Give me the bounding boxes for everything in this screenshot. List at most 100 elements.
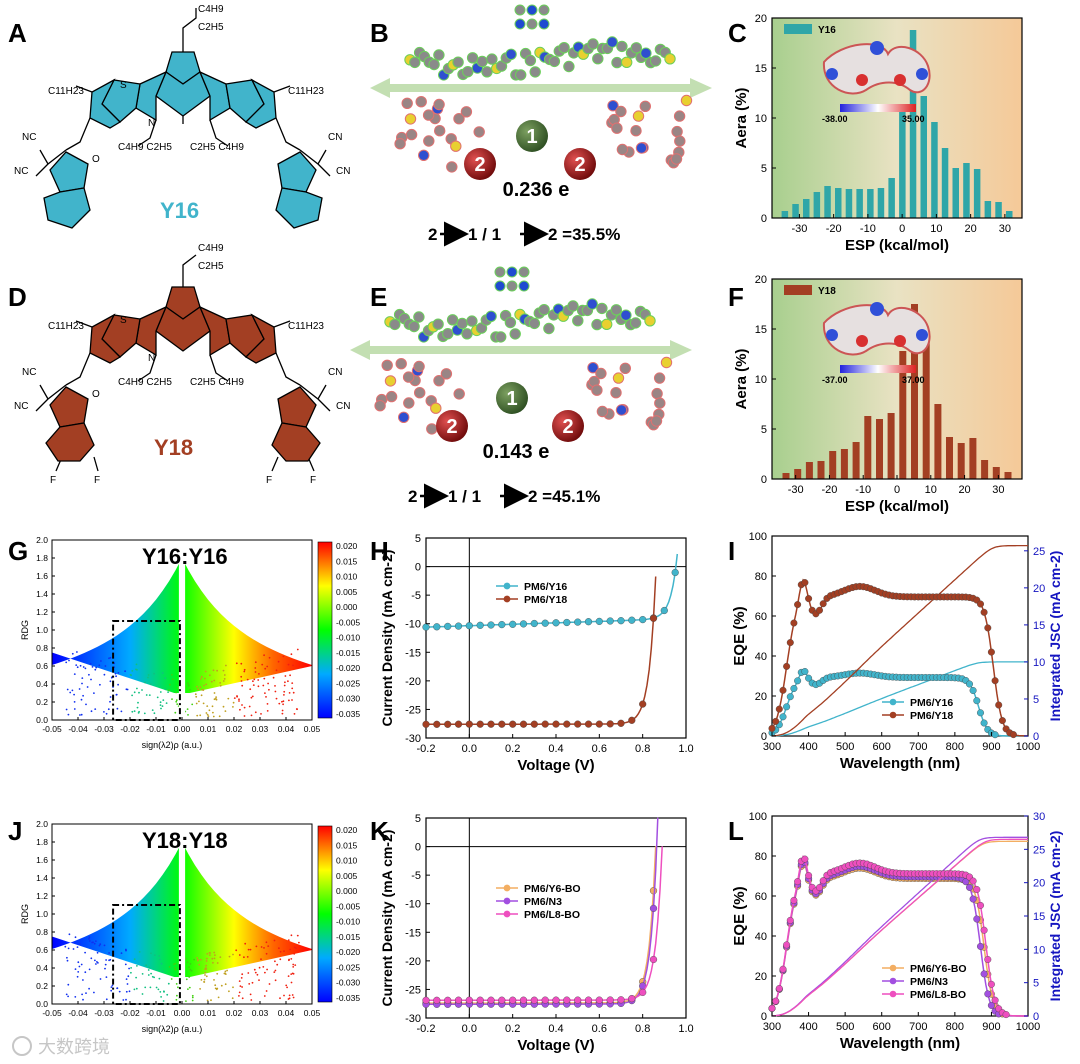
rdg-point — [285, 984, 288, 987]
atom — [664, 53, 676, 65]
jv-marker — [541, 720, 549, 728]
rdg-point — [68, 933, 71, 936]
atom — [422, 109, 435, 121]
atom — [515, 69, 527, 81]
rdg-point — [207, 715, 210, 717]
histogram-bar — [920, 96, 927, 218]
y18-cn-4: CN — [336, 401, 350, 412]
rdg-point — [287, 663, 290, 666]
atom — [456, 317, 468, 330]
rdg-point — [197, 688, 200, 691]
jv-marker — [454, 996, 463, 1004]
rdg-point — [147, 674, 150, 676]
rdg-point — [204, 677, 206, 680]
fragment-marker-right — [564, 148, 596, 180]
panel-letter-a: A — [8, 18, 27, 48]
panel-letter-f: F — [728, 282, 744, 312]
jv-marker — [465, 622, 473, 630]
rdg-point — [73, 701, 76, 703]
rdg-point — [175, 699, 178, 702]
atom — [654, 397, 666, 409]
rdg-point — [198, 963, 201, 966]
colorbar-tick-label: 0.005 — [336, 871, 358, 881]
eqe-marker — [775, 985, 783, 993]
rdg-point — [177, 986, 179, 989]
integrated-jsc-line — [771, 836, 1028, 1017]
rdg-point — [164, 688, 167, 691]
atom — [670, 153, 683, 165]
atom — [433, 98, 445, 111]
histogram-bar — [969, 438, 977, 479]
rdg-point — [213, 951, 216, 954]
x-tick-label: 0 — [899, 223, 905, 235]
rdg-point — [69, 691, 72, 694]
rdg-point — [265, 941, 268, 944]
rdg-point — [164, 677, 167, 679]
jv-marker — [649, 904, 658, 913]
rdg-point — [279, 950, 282, 953]
rdg-point — [206, 705, 209, 707]
rdg-point — [188, 986, 191, 989]
eqe-marker — [779, 686, 787, 694]
rdg-point — [73, 693, 75, 696]
rdg-zero-gap — [178, 824, 186, 1004]
x-tick-label: -30 — [791, 223, 807, 235]
rdg-point — [76, 946, 79, 948]
legend-marker — [889, 990, 897, 998]
rdg-point — [268, 688, 270, 691]
jv-marker — [649, 887, 658, 895]
rdg-point — [171, 678, 174, 681]
rdg-point — [128, 990, 131, 993]
atom — [601, 318, 613, 330]
x-tick-label: -0.03 — [94, 724, 114, 734]
rdg-point — [283, 994, 285, 997]
atom — [450, 140, 462, 152]
colorbar-tick-label: -0.015 — [336, 648, 360, 658]
atom — [680, 94, 693, 107]
x-tick-label: 0.2 — [505, 1023, 520, 1035]
rdg-point — [246, 956, 249, 958]
eqe-marker — [1002, 1011, 1010, 1019]
rdg-point — [174, 966, 176, 969]
rdg-point — [189, 968, 192, 971]
y-right-tick-label: 20 — [1033, 878, 1045, 890]
colorbar-tick-label: 0.000 — [336, 886, 358, 896]
y-tick-label: 10 — [755, 374, 767, 386]
rdg-point — [191, 999, 194, 1002]
rdg-point — [196, 957, 199, 959]
rdg-point — [198, 700, 200, 703]
x-axis-label: ESP (kcal/mol) — [845, 237, 949, 254]
rdg-point — [205, 712, 208, 714]
rdg-point — [284, 681, 286, 684]
rdg-point — [138, 951, 141, 953]
atom — [538, 4, 550, 16]
rdg-point — [287, 975, 290, 977]
rdg-point — [91, 666, 94, 668]
atom — [596, 405, 609, 418]
rdg-point — [150, 952, 152, 955]
rdg-point — [93, 991, 95, 994]
rdg-point — [274, 969, 277, 972]
histogram-bar — [876, 419, 883, 479]
rdg-point — [291, 699, 293, 701]
eqe-marker — [977, 942, 985, 950]
rdg-point — [282, 700, 285, 703]
x-tick-label: 0.8 — [635, 743, 650, 755]
legend-label: PM6/Y16 — [910, 697, 953, 709]
x-tick-label: 10 — [925, 484, 937, 496]
rdg-point — [99, 943, 102, 946]
rdg-point — [290, 973, 293, 975]
rdg-point — [159, 701, 162, 704]
rdg-point — [162, 1000, 165, 1002]
rdg-point — [143, 712, 146, 715]
y-tick-label: 1.8 — [36, 553, 48, 563]
y-tick-label: 0.6 — [36, 661, 48, 671]
rdg-point — [295, 708, 298, 710]
rdg-point — [133, 710, 136, 712]
rdg-point — [288, 692, 291, 694]
histogram-bar — [845, 189, 853, 218]
eqe-marker — [966, 883, 974, 891]
x-tick-label: 300 — [763, 1021, 781, 1033]
x-tick-label: 0.01 — [200, 1008, 217, 1018]
